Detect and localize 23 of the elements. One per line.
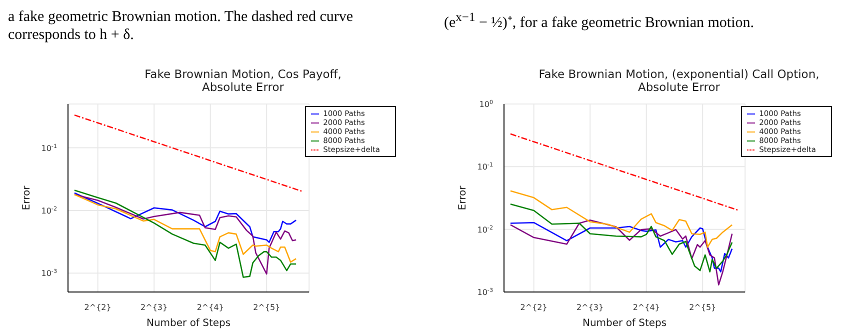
x-tick-label: 2^{3}	[140, 303, 168, 312]
y-axis-title: Error	[458, 184, 469, 210]
y-tick-label: 10$^{-3}$	[41, 268, 58, 278]
chart-title: Fake Brownian Motion, (exponential) Call Option, Absolute Error	[538, 67, 820, 94]
x-axis-title: Number of Steps	[582, 318, 667, 329]
x-axis-title: Number of Steps	[146, 318, 231, 329]
y-tick-label: 10$^{-3}$	[477, 287, 494, 297]
text: a fake geometric Brownian motion. The dashed red curve corresponds to h + δ.	[8, 8, 354, 44]
x-tick-label: 2^{4}	[632, 303, 660, 312]
x-tick-label: 2^{5}	[689, 303, 716, 312]
y-tick-label: 10$^{-2}$	[41, 205, 57, 216]
chart-title: Fake Brownian Motion, Cos Payoff, Absolute Error	[144, 67, 342, 94]
y-tick-label: 10$^{-2}$	[477, 224, 493, 234]
x-tick-label: 2^{5}	[253, 303, 280, 312]
y-tick-label: 10$^{-1}$	[41, 142, 58, 153]
y-tick-label: 10$^{0}$	[479, 99, 494, 109]
text: (e$^{x−1}$ − ½)⁺, for a fake geometric Brownian motion.	[444, 9, 756, 32]
x-tick-label: 2^{3}	[576, 303, 604, 312]
x-tick-label: 2^{2}	[520, 303, 548, 312]
x-tick-label: 2^{4}	[196, 303, 224, 312]
x-tick-label: 2^{2}	[84, 303, 112, 312]
y-axis-title: Error	[22, 184, 33, 210]
y-tick-label: 10$^{-1}$	[477, 162, 494, 172]
